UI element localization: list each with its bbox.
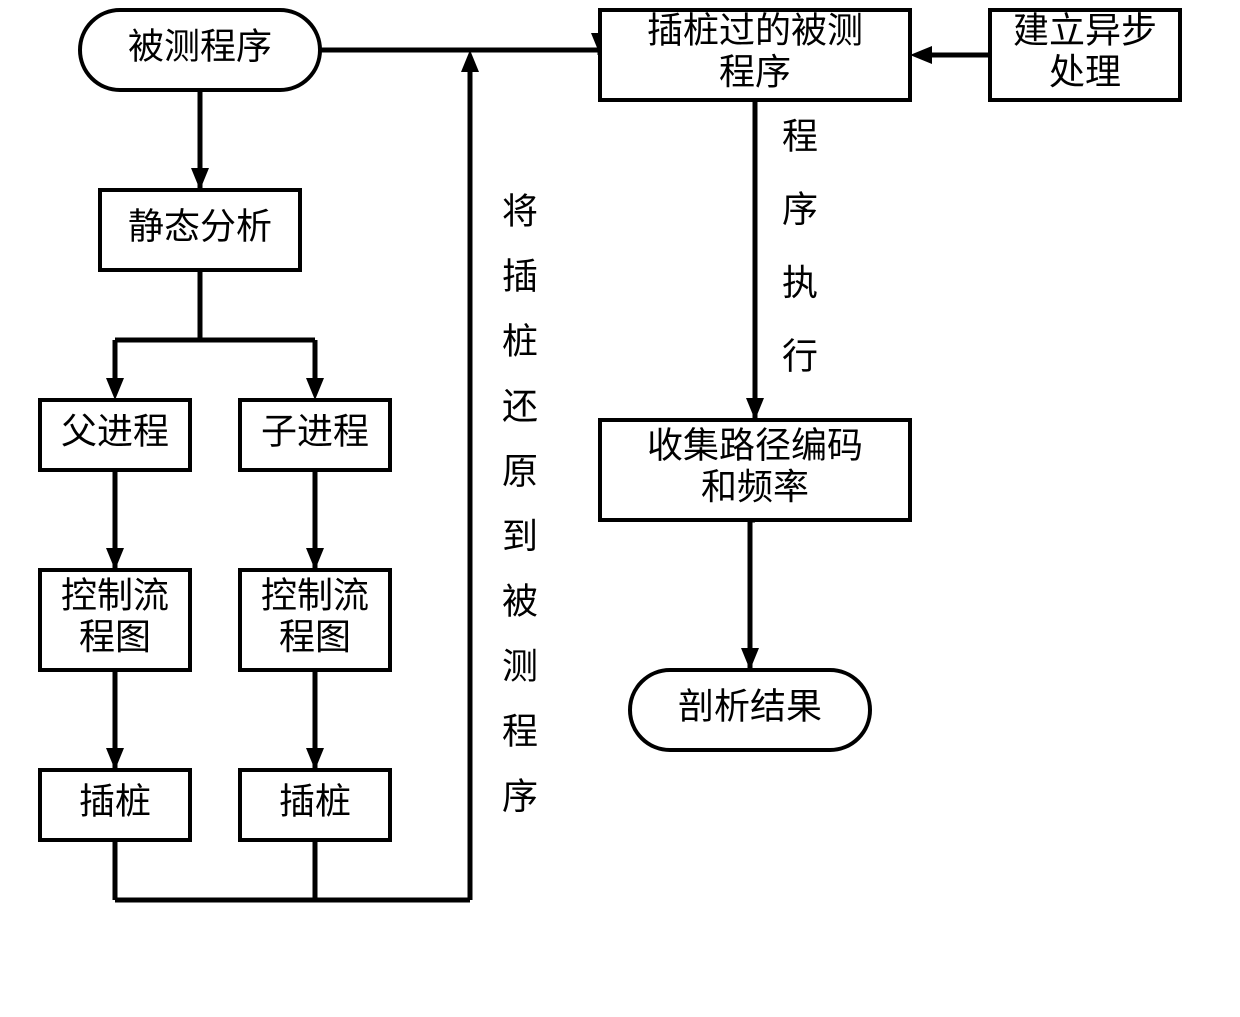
node-collect: 收集路径编码和频率 — [600, 420, 910, 520]
svg-text:行: 行 — [782, 336, 818, 376]
node-async_setup-label: 建立异步 — [1013, 11, 1157, 51]
node-child_proc-label: 子进程 — [261, 411, 369, 451]
node-parent_instr: 插桩 — [40, 770, 190, 840]
node-parent_proc: 父进程 — [40, 400, 190, 470]
node-instrumented_program: 插桩过的被测程序 — [600, 10, 910, 100]
svg-text:插: 插 — [502, 256, 538, 296]
node-parent_proc-label: 父进程 — [61, 411, 169, 451]
node-instrumented_program-label: 程序 — [719, 52, 791, 92]
svg-text:被: 被 — [502, 581, 538, 621]
node-parent_instr-label: 插桩 — [79, 781, 151, 821]
node-result-label: 剖析结果 — [678, 686, 822, 726]
node-child_proc: 子进程 — [240, 400, 390, 470]
node-tested_program-label: 被测程序 — [128, 26, 272, 66]
node-parent_cfg-label: 控制流 — [61, 576, 169, 616]
svg-text:还: 还 — [502, 386, 538, 426]
node-static_analysis: 静态分析 — [100, 190, 300, 270]
svg-text:程: 程 — [782, 116, 818, 156]
node-child_cfg: 控制流程图 — [240, 570, 390, 670]
node-static_analysis-label: 静态分析 — [128, 206, 272, 246]
svg-text:原: 原 — [502, 451, 538, 491]
node-parent_cfg: 控制流程图 — [40, 570, 190, 670]
svg-text:程: 程 — [502, 711, 538, 751]
node-collect-label: 收集路径编码 — [647, 426, 863, 466]
node-async_setup-label: 处理 — [1049, 52, 1121, 92]
svg-text:到: 到 — [502, 516, 538, 556]
node-async_setup: 建立异步处理 — [990, 10, 1180, 100]
node-child_cfg-label: 控制流 — [261, 576, 369, 616]
node-parent_cfg-label: 程图 — [79, 617, 151, 657]
node-child_instr: 插桩 — [240, 770, 390, 840]
node-child_instr-label: 插桩 — [279, 781, 351, 821]
node-tested_program: 被测程序 — [80, 10, 320, 90]
node-collect-label: 和频率 — [701, 467, 809, 507]
svg-text:测: 测 — [502, 646, 538, 686]
svg-text:执: 执 — [782, 263, 818, 303]
svg-text:序: 序 — [782, 190, 818, 230]
node-result: 剖析结果 — [630, 670, 870, 750]
svg-text:将: 将 — [502, 191, 538, 231]
node-instrumented_program-label: 插桩过的被测 — [647, 11, 863, 51]
node-child_cfg-label: 程图 — [279, 617, 351, 657]
svg-text:桩: 桩 — [502, 321, 538, 361]
svg-text:序: 序 — [502, 776, 538, 816]
